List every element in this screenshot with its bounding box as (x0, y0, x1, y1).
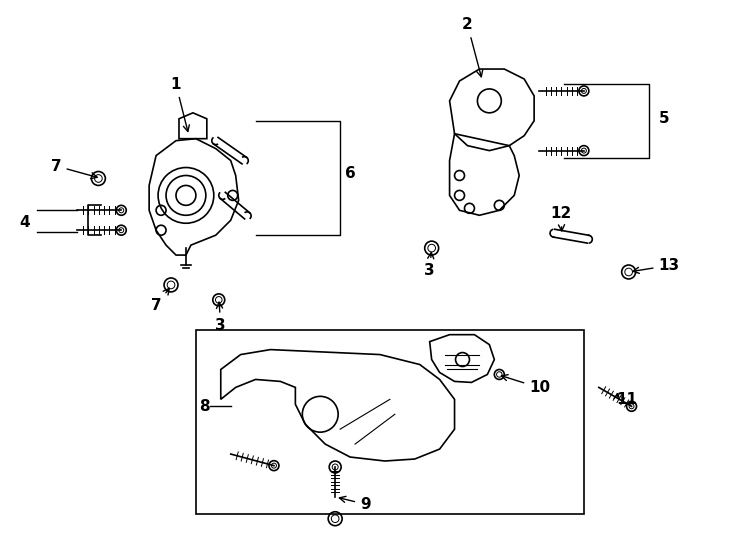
Text: 2: 2 (462, 17, 483, 77)
Text: 8: 8 (199, 399, 209, 414)
Text: 11: 11 (617, 392, 638, 407)
Text: 7: 7 (150, 288, 170, 313)
Text: 3: 3 (424, 252, 435, 278)
Text: 4: 4 (20, 215, 30, 230)
Text: 12: 12 (550, 206, 572, 231)
Text: 3: 3 (216, 302, 226, 333)
Text: 7: 7 (51, 159, 97, 179)
Text: 1: 1 (171, 77, 189, 132)
Text: 6: 6 (345, 166, 356, 181)
Text: 9: 9 (339, 496, 371, 512)
Text: 13: 13 (633, 258, 680, 273)
Bar (196, 330, 584, 514)
Text: 10: 10 (501, 375, 550, 395)
Text: 5: 5 (658, 111, 669, 126)
